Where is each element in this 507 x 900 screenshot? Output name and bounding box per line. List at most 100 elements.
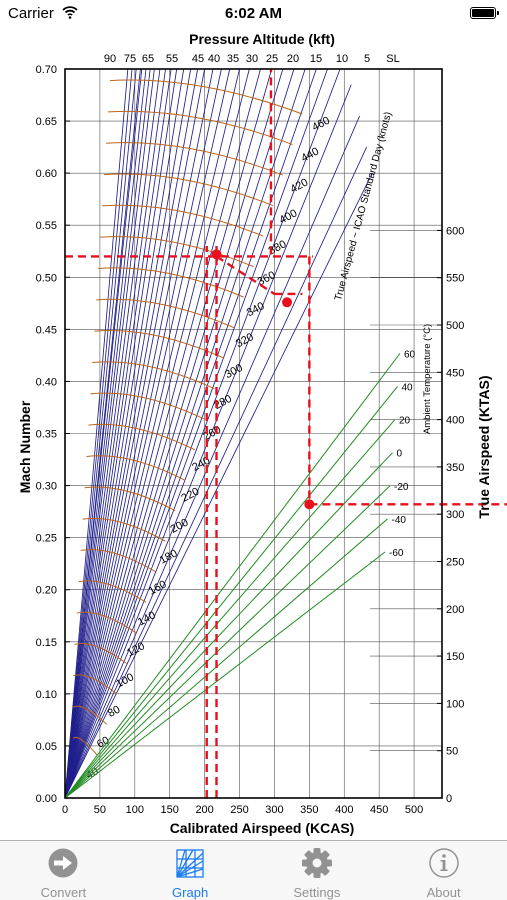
altitude-tick-label: 20 <box>287 53 299 65</box>
tab-settings[interactable]: Settings <box>254 841 381 900</box>
tas-label: 60 <box>95 734 111 750</box>
mach-tick-label: 0.35 <box>36 429 57 441</box>
status-bar: Carrier 6:02 AM <box>0 0 507 27</box>
altitude-line <box>64 68 143 799</box>
tas-curve <box>88 423 196 451</box>
tas-curve <box>98 267 244 298</box>
tas-curve <box>86 455 186 481</box>
altitude-tick-label: 35 <box>227 53 239 65</box>
mach-tick-label: 0.55 <box>36 220 57 232</box>
mach-tick-label: 0.65 <box>36 116 57 128</box>
temperature-line <box>64 518 388 799</box>
altitude-line <box>64 68 155 799</box>
mach-tick-label: 0.25 <box>36 533 57 545</box>
temperature-label: 20 <box>399 416 411 427</box>
altitude-tick-label: 75 <box>124 53 136 65</box>
kcas-tick-label: 50 <box>94 804 106 816</box>
altitude-line <box>64 68 214 799</box>
tab-settings-label: Settings <box>293 885 341 900</box>
temperature-label: -60 <box>389 548 404 559</box>
kcas-tick-label: 0 <box>62 804 68 816</box>
altitude-tick-label: 90 <box>104 53 116 65</box>
kcas-tick-label: 500 <box>405 804 423 816</box>
altitude-line <box>64 68 129 799</box>
solution-point <box>304 499 315 510</box>
arrow-circle-icon <box>48 848 78 878</box>
ktas-tick-label: 0 <box>446 793 452 805</box>
tab-convert[interactable]: Convert <box>0 841 127 900</box>
tas-curve <box>102 204 264 237</box>
altitude-tick-label: 55 <box>166 53 178 65</box>
kcas-tick-label: 100 <box>126 804 144 816</box>
altitude-line <box>64 68 151 799</box>
tas-label: 80 <box>106 703 122 719</box>
altitude-line <box>64 84 352 799</box>
temperature-line <box>64 452 393 799</box>
wifi-icon <box>62 6 78 19</box>
temperature-line <box>64 485 391 799</box>
tas-label: 460 <box>310 115 332 134</box>
mach-tick-label: 0.10 <box>36 689 57 701</box>
ktas-tick-label: 400 <box>446 415 464 427</box>
clock: 6:02 AM <box>225 5 282 22</box>
tas-label: 420 <box>288 176 310 195</box>
tas-curve <box>78 580 147 603</box>
left-axis-title: Mach Number <box>17 400 33 493</box>
mach-tick-label: 0.20 <box>36 585 57 597</box>
tas-annotation: True Airspeed ~ ICAO Standard Day (knots… <box>333 111 394 302</box>
altitude-line <box>64 68 222 799</box>
altitude-tick-label: 10 <box>336 53 348 65</box>
altitude-line <box>64 68 341 799</box>
tas-curve <box>74 643 127 664</box>
battery-icon <box>470 7 499 19</box>
solution-path-line <box>215 255 276 295</box>
tas-curve <box>104 173 274 207</box>
altitude-line <box>64 68 185 799</box>
solution-point <box>211 249 222 260</box>
tab-bar: Convert Graph <box>0 840 507 900</box>
altitude-line <box>64 68 284 799</box>
airspeed-graph[interactable]: 4060801001201401601802002202402602803003… <box>0 27 507 840</box>
tas-curve <box>82 517 166 542</box>
mach-tick-label: 0.00 <box>36 793 57 805</box>
tab-graph-label: Graph <box>172 885 209 900</box>
tas-curve <box>90 392 205 420</box>
altitude-line <box>64 68 231 799</box>
kcas-tick-label: 300 <box>265 804 283 816</box>
altitude-line <box>64 68 317 799</box>
tas-curve <box>76 611 137 634</box>
altitude-tick-label: 25 <box>266 53 278 65</box>
tab-graph[interactable]: Graph <box>127 841 254 900</box>
axes: 0.00 0.05 0.10 0.15 0.20 0.25 0.30 0.35 0.40 0.45… <box>36 53 465 816</box>
kcas-tick-label: 250 <box>230 804 248 816</box>
altitude-line <box>64 68 137 799</box>
temperature-label: 40 <box>402 382 414 393</box>
ktas-tick-label: 600 <box>446 225 464 237</box>
altitude-tick-label: 40 <box>208 53 220 65</box>
ktas-tick-label: 350 <box>446 462 464 474</box>
temperature-label: 60 <box>404 349 416 360</box>
tas-curves: 4060801001201401601802002202402602803003… <box>73 79 332 782</box>
carrier-label: Carrier <box>8 5 54 22</box>
altitude-tick-label: 45 <box>192 53 204 65</box>
tas-label: 300 <box>223 362 245 381</box>
tas-curve <box>73 737 98 756</box>
altitude-line <box>64 68 166 799</box>
tas-curve <box>109 79 303 115</box>
tab-convert-label: Convert <box>40 885 87 900</box>
ktas-tick-label: 550 <box>446 273 464 285</box>
kcas-tick-label: 350 <box>300 804 318 816</box>
ktas-tick-label: 50 <box>446 746 458 758</box>
altitude-line <box>64 68 295 799</box>
altitude-line <box>64 68 133 799</box>
ktas-tick-label: 450 <box>446 367 464 379</box>
temperature-line <box>64 419 396 799</box>
info-icon <box>428 848 459 878</box>
mach-tick-label: 0.15 <box>36 637 57 649</box>
tas-label: 200 <box>169 517 191 536</box>
temperature-line <box>64 551 386 799</box>
temperature-title: Ambient Temperature (°C) <box>422 324 433 434</box>
tab-about[interactable]: About <box>380 841 507 900</box>
altitude-line <box>64 68 273 799</box>
